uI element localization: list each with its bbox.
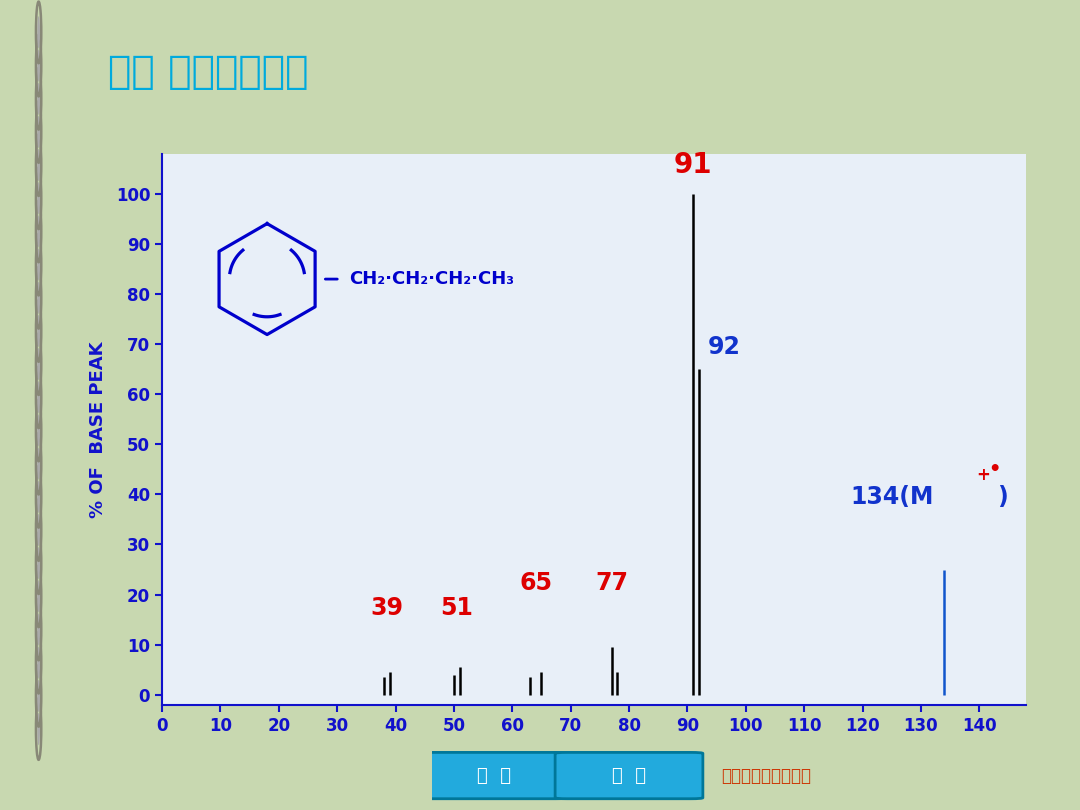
Circle shape [37, 282, 40, 314]
Circle shape [37, 16, 40, 49]
Text: 二、 芳烃的质谱图: 二、 芳烃的质谱图 [108, 53, 309, 91]
Circle shape [37, 646, 40, 679]
Circle shape [37, 447, 40, 480]
Text: 光电催化理论与应用: 光电催化理论与应用 [721, 766, 811, 785]
Circle shape [37, 149, 40, 181]
Circle shape [37, 116, 40, 148]
Circle shape [37, 613, 40, 646]
Text: +: + [976, 467, 990, 484]
Text: 134(M: 134(M [851, 485, 934, 509]
Circle shape [37, 83, 40, 115]
Text: •: • [988, 460, 1000, 480]
Y-axis label: % OF  BASE PEAK: % OF BASE PEAK [90, 341, 107, 518]
Circle shape [37, 414, 40, 446]
Text: 91: 91 [674, 151, 713, 179]
Text: 下  页: 下 页 [612, 766, 646, 785]
Circle shape [37, 381, 40, 413]
Text: 上  页: 上 页 [476, 766, 511, 785]
Circle shape [37, 514, 40, 546]
FancyBboxPatch shape [420, 752, 567, 799]
Text: 65: 65 [519, 570, 552, 595]
Circle shape [37, 215, 40, 248]
Circle shape [37, 315, 40, 347]
FancyBboxPatch shape [555, 752, 703, 799]
Text: 51: 51 [441, 595, 473, 620]
Circle shape [37, 547, 40, 579]
Text: 92: 92 [707, 335, 741, 359]
Circle shape [37, 713, 40, 745]
Text: ): ) [997, 485, 1008, 509]
Circle shape [37, 249, 40, 281]
Text: 39: 39 [370, 595, 403, 620]
Circle shape [37, 348, 40, 381]
Circle shape [37, 49, 40, 82]
Text: CH₂·CH₂·CH₂·CH₃: CH₂·CH₂·CH₂·CH₃ [349, 270, 514, 288]
Circle shape [37, 680, 40, 712]
Circle shape [37, 182, 40, 215]
Circle shape [37, 480, 40, 513]
Circle shape [37, 580, 40, 612]
Text: 77: 77 [595, 570, 627, 595]
